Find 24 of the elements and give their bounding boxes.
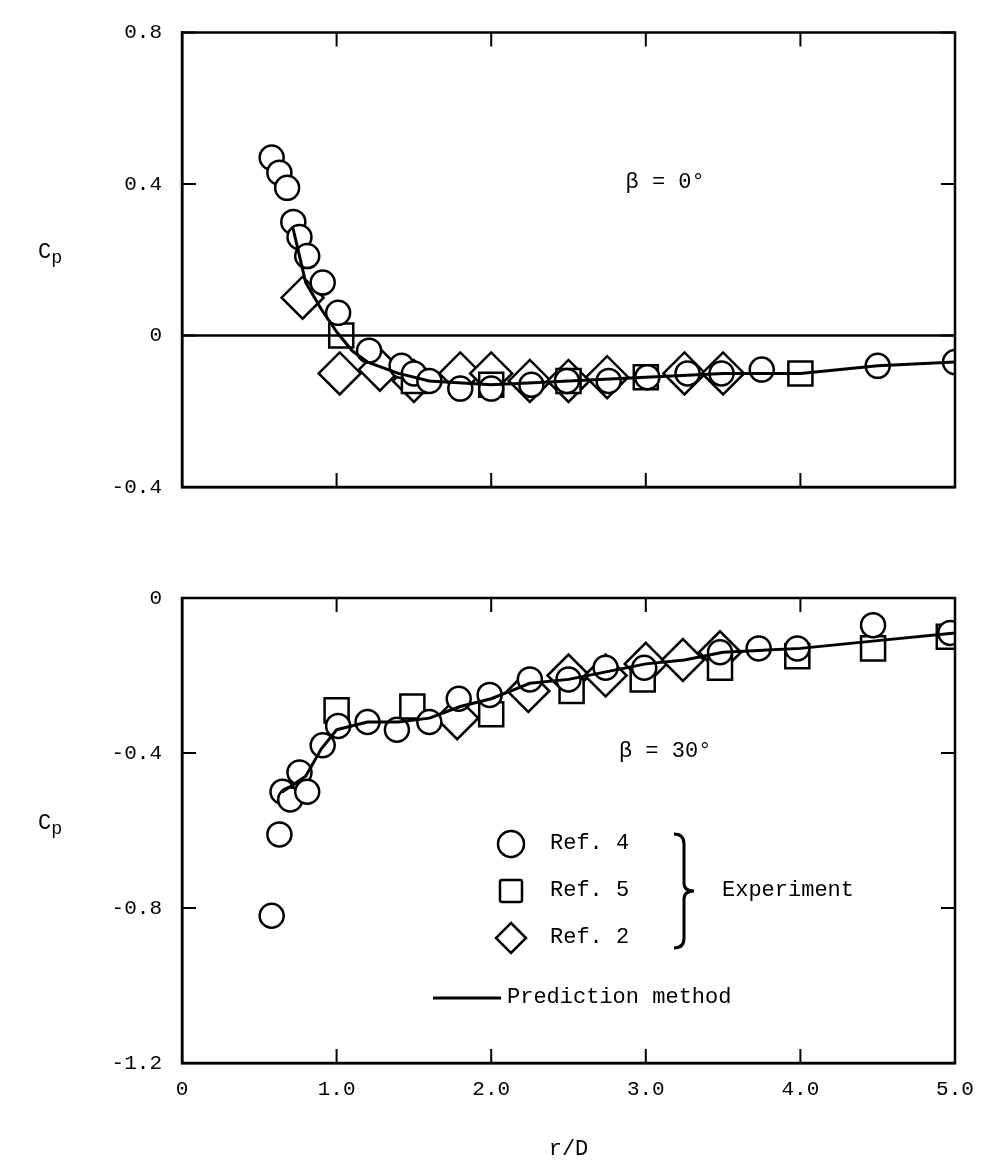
y-tick-label: -0.4 bbox=[111, 475, 162, 499]
legend-label: Ref. 2 bbox=[550, 925, 630, 950]
x-tick-label: 0 bbox=[175, 1078, 189, 1102]
legend-label: Ref. 5 bbox=[550, 878, 630, 903]
y-axis-title: C$_{p}$ bbox=[38, 239, 63, 270]
x-tick-label: 2.0 bbox=[472, 1078, 511, 1102]
x-tick-label: 3.0 bbox=[626, 1078, 665, 1102]
y-tick-label: 0 bbox=[149, 324, 162, 348]
x-tick-label: 5.0 bbox=[936, 1078, 974, 1102]
annotation: Experiment bbox=[722, 878, 855, 903]
x-axis-title: r/D bbox=[548, 1136, 589, 1162]
legend-label: Prediction method bbox=[507, 985, 732, 1010]
legend-label: Ref. 4 bbox=[550, 831, 630, 856]
annotation: β = 30° bbox=[618, 739, 712, 765]
annotation: β = 0° bbox=[625, 170, 705, 196]
x-tick-label: 4.0 bbox=[781, 1078, 820, 1102]
y-axis-title: C$_{p}$ bbox=[38, 810, 63, 840]
y-tick-label: -0.4 bbox=[111, 741, 162, 765]
y-tick-label: 0.8 bbox=[124, 21, 162, 45]
x-tick-label: 1.0 bbox=[317, 1078, 356, 1102]
y-tick-label: 0.4 bbox=[124, 172, 162, 196]
y-tick-label: -1.2 bbox=[111, 1051, 162, 1075]
y-tick-label: -0.8 bbox=[111, 896, 162, 920]
y-tick-label: 0 bbox=[149, 586, 162, 610]
